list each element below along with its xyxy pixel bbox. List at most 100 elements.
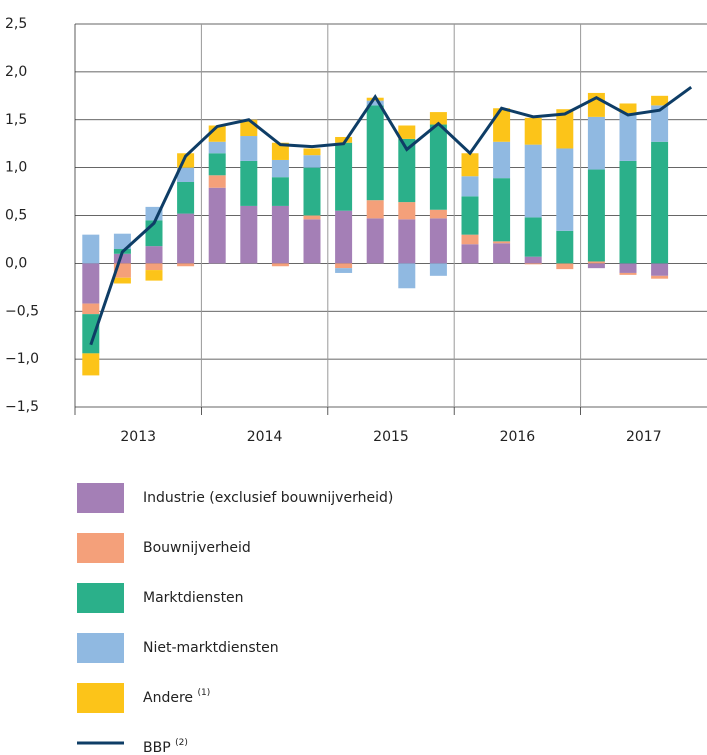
bar-segment bbox=[556, 263, 574, 270]
bar-segment bbox=[429, 218, 447, 264]
bar-segment bbox=[524, 144, 542, 218]
x-tick-label: 2016 bbox=[500, 429, 536, 445]
y-tick-label: −0,5 bbox=[5, 303, 39, 319]
bar-segment bbox=[619, 263, 637, 273]
bar-segment bbox=[461, 153, 479, 177]
bar-segment bbox=[366, 105, 384, 201]
bar-segment bbox=[113, 277, 131, 284]
bar-segment bbox=[398, 138, 416, 203]
bar-segment bbox=[587, 116, 605, 170]
bar-segment bbox=[145, 270, 163, 281]
y-tick-label: −1,0 bbox=[5, 351, 39, 367]
legend-name: Niet-marktdiensten bbox=[143, 640, 279, 656]
bar-segment bbox=[145, 246, 163, 264]
bar-segment bbox=[303, 155, 321, 168]
bar-segment bbox=[651, 95, 669, 106]
bar-segment bbox=[303, 167, 321, 216]
y-tick-label: 1,5 bbox=[5, 112, 27, 128]
line-series bbox=[89, 85, 693, 346]
bar-segment bbox=[177, 181, 195, 214]
bar-segment bbox=[619, 113, 637, 161]
bar-segment bbox=[493, 141, 511, 179]
legend-note: (1) bbox=[197, 688, 210, 698]
bar-segment bbox=[177, 167, 195, 182]
bar-segment bbox=[335, 210, 353, 264]
bar-segment bbox=[619, 160, 637, 264]
bar-segment bbox=[556, 230, 574, 264]
x-tick-label: 2013 bbox=[120, 429, 156, 445]
bar-segment bbox=[493, 178, 511, 242]
bar-segment bbox=[461, 196, 479, 235]
bar-segment bbox=[303, 148, 321, 156]
bar-segment bbox=[398, 219, 416, 264]
bar-segment bbox=[398, 202, 416, 220]
bar-segment bbox=[398, 263, 416, 289]
bar-segment bbox=[524, 117, 542, 145]
bar-segment bbox=[271, 159, 289, 178]
bar-segment bbox=[271, 142, 289, 160]
bar-segment bbox=[335, 263, 353, 269]
bar-segment bbox=[208, 141, 226, 154]
bar-segment bbox=[82, 234, 100, 264]
bar-segment bbox=[556, 109, 574, 149]
legend-name: BBP bbox=[143, 740, 171, 755]
legend-label: Bouwnijverheid bbox=[143, 540, 251, 556]
y-tick-label: 0,0 bbox=[5, 255, 27, 271]
bar-segment bbox=[271, 263, 289, 267]
bar-segment bbox=[145, 263, 163, 271]
x-tick-label: 2017 bbox=[626, 429, 662, 445]
bar-segment bbox=[208, 175, 226, 188]
bar-segment bbox=[303, 219, 321, 264]
bar-segment bbox=[461, 234, 479, 245]
bar-segment bbox=[366, 200, 384, 219]
bar-segment bbox=[493, 243, 511, 264]
bar-segment bbox=[587, 261, 605, 264]
legend-swatch bbox=[77, 533, 124, 563]
bar-segment bbox=[208, 153, 226, 176]
bar-segment bbox=[240, 160, 258, 206]
bar-segment bbox=[335, 136, 353, 143]
y-tick-label: −1,5 bbox=[5, 399, 39, 415]
bar-segment bbox=[240, 136, 258, 161]
bar-segment bbox=[303, 215, 321, 220]
legend-label: Industrie (exclusief bouwnijverheid) bbox=[143, 490, 393, 506]
legend-label: Andere (1) bbox=[143, 688, 210, 707]
x-tick-label: 2014 bbox=[247, 429, 283, 445]
legend-swatch bbox=[77, 483, 124, 513]
bar-segment bbox=[335, 268, 353, 273]
bar-segment bbox=[240, 205, 258, 264]
legend-name: Andere bbox=[143, 690, 193, 706]
legend-swatch bbox=[77, 583, 124, 613]
bar-segment bbox=[113, 253, 131, 264]
bar-segment bbox=[429, 209, 447, 219]
bar-segment bbox=[461, 244, 479, 264]
bar-segment bbox=[271, 177, 289, 206]
bar-segment bbox=[493, 108, 511, 142]
bar-segment bbox=[82, 353, 100, 376]
legend-name: Bouwnijverheid bbox=[143, 540, 251, 556]
bar-segment bbox=[524, 256, 542, 264]
legend-name: Marktdiensten bbox=[143, 590, 244, 606]
bar-segment bbox=[82, 303, 100, 315]
bar-segment bbox=[651, 275, 669, 279]
bar-segment bbox=[587, 169, 605, 262]
y-tick-label: 2,5 bbox=[5, 16, 27, 32]
legend-swatch bbox=[77, 683, 124, 713]
bar-segment bbox=[651, 141, 669, 264]
legend-label: Marktdiensten bbox=[143, 590, 244, 606]
bar-segment bbox=[82, 263, 100, 304]
bar-segment bbox=[366, 100, 384, 106]
bar-segment bbox=[82, 314, 100, 354]
bar-segment bbox=[524, 263, 542, 265]
bar-segment bbox=[429, 263, 447, 276]
legend-note: (2) bbox=[175, 738, 188, 748]
bar-segment bbox=[619, 103, 637, 114]
bar-segment bbox=[493, 241, 511, 244]
bar-segment bbox=[461, 176, 479, 197]
legend-label: BBP (2) bbox=[143, 738, 188, 755]
bar-segment bbox=[366, 218, 384, 264]
bar-segment bbox=[651, 105, 669, 142]
bar-segment bbox=[524, 217, 542, 257]
bar-segment bbox=[113, 233, 131, 250]
